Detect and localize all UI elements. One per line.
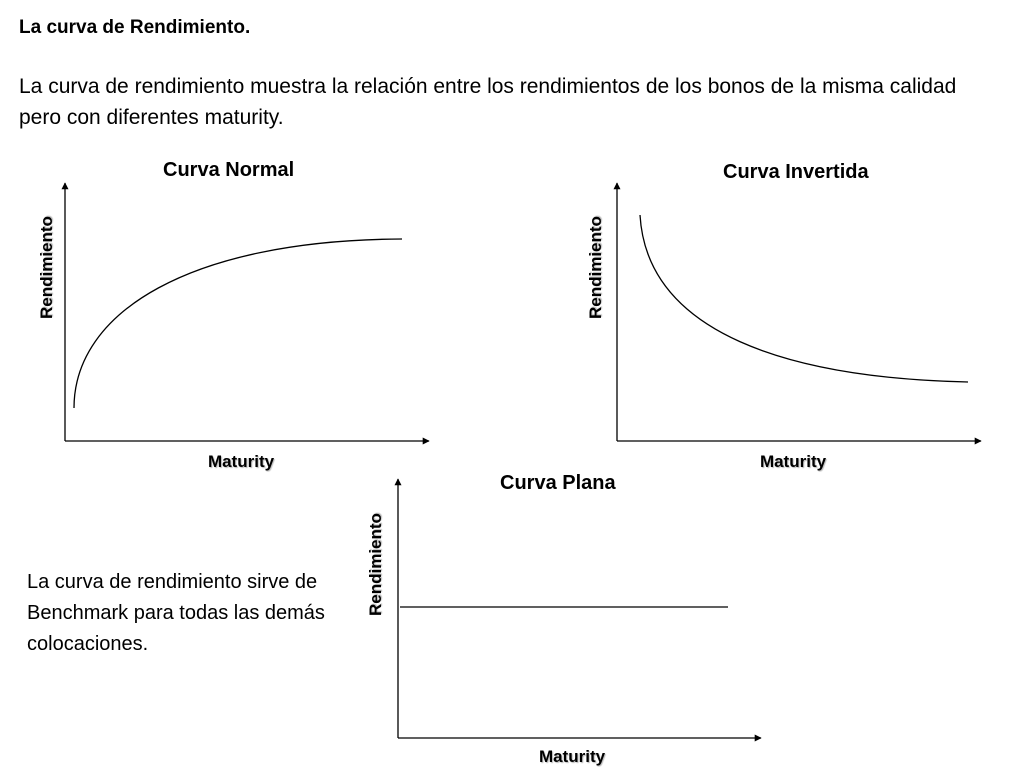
chart-normal	[61, 182, 430, 445]
chart-title-invertida: Curva Invertida	[723, 161, 869, 183]
chart-plana	[394, 478, 762, 742]
chart-title-normal: Curva Normal	[163, 159, 295, 181]
chart-title-plana: Curva Plana	[500, 472, 616, 494]
series-line-invertida	[639, 214, 969, 383]
benchmark-note: La curva de rendimiento sirve de Benchma…	[27, 571, 325, 655]
intro-paragraph: La curva de rendimiento muestra la relac…	[19, 75, 957, 129]
x-axis-label-plana: Maturity	[538, 747, 606, 766]
chart-invertida	[613, 182, 982, 445]
x-axis-label-normal: Maturity	[207, 452, 275, 471]
x-axis-label-invertida: Maturity	[759, 452, 827, 471]
slide-title: La curva de Rendimiento.	[19, 17, 251, 38]
series-line-normal	[73, 238, 403, 409]
